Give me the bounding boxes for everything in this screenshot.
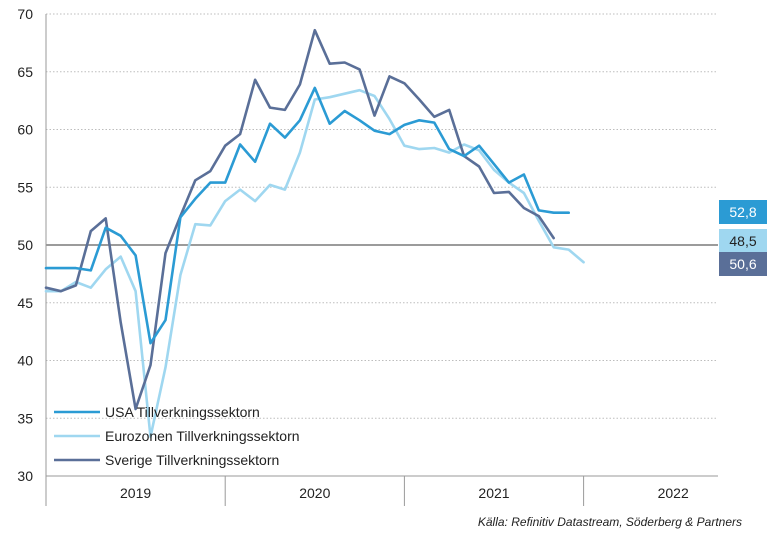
y-tick-label: 60: [17, 122, 33, 138]
legend-label: USA Tillverkningssektorn: [105, 404, 260, 420]
end-label-box: [719, 229, 767, 253]
series-line-2: [44, 28, 556, 411]
end-label-box: [719, 200, 767, 224]
legend: USA Tillverkningssektorn Eurozonen Tillve…: [54, 404, 300, 468]
x-tick-label: 2020: [299, 485, 330, 501]
end-label-value: 50,6: [729, 256, 756, 272]
series-line-1: [44, 88, 585, 439]
legend-label: Eurozonen Tillverkningssektorn: [105, 428, 300, 444]
x-tick-label: 2022: [658, 485, 689, 501]
y-axis-ticks: 30 35 40 45 50 55 60 65 70: [17, 6, 33, 484]
end-label-value: 52,8: [729, 204, 756, 220]
source-note: Källa: Refinitiv Datastream, Söderberg &…: [478, 515, 742, 529]
y-tick-label: 35: [17, 410, 33, 426]
y-tick-label: 40: [17, 353, 33, 369]
series-lines: [44, 28, 585, 439]
x-axis: 2019 2020 2021 2022: [45, 14, 718, 506]
y-tick-label: 50: [17, 237, 33, 253]
y-tick-label: 30: [17, 468, 33, 484]
y-tick-label: 65: [17, 64, 33, 80]
x-tick-label: 2021: [478, 485, 509, 501]
legend-label: Sverige Tillverkningssektorn: [105, 452, 279, 468]
end-label-value: 48,5: [729, 233, 756, 249]
y-tick-label: 55: [17, 179, 33, 195]
series-line-0: [44, 86, 571, 345]
end-label-box: [719, 252, 767, 276]
end-value-labels: 52,8 48,5 50,6: [719, 200, 767, 276]
x-tick-label: 2019: [120, 485, 151, 501]
y-tick-label: 45: [17, 295, 33, 311]
y-tick-label: 70: [17, 6, 33, 22]
